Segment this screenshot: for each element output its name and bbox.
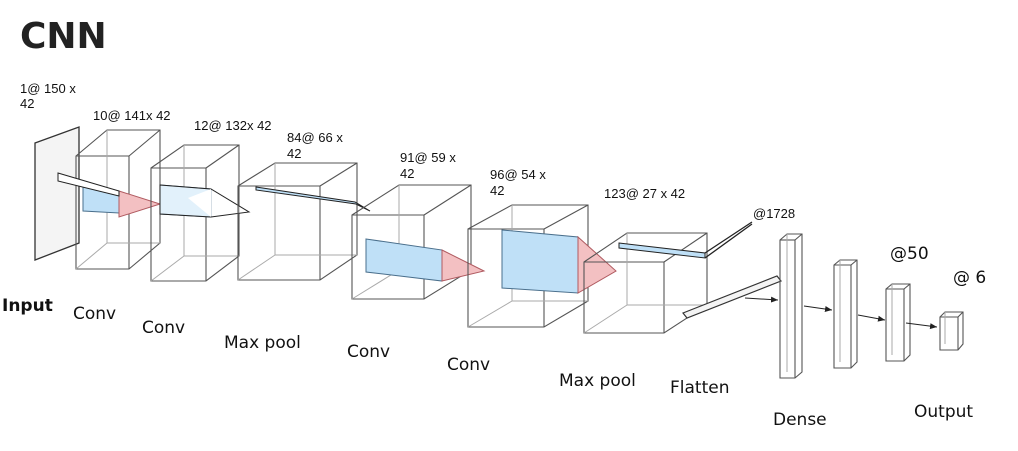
conv3-block: [351, 184, 486, 300]
dim-input-line2: 42: [20, 96, 34, 111]
pool2-block: [583, 221, 753, 334]
dim-flatten: @1728: [753, 206, 795, 221]
dim-conv4-line2: 42: [490, 183, 504, 198]
label-conv3: Conv: [347, 342, 390, 362]
dim-output: @ 6: [953, 268, 986, 288]
dense-block-2: [833, 259, 858, 369]
label-flatten: Flatten: [670, 378, 729, 398]
label-conv2: Conv: [142, 318, 185, 338]
conv1-block: [57, 129, 162, 270]
dense-arrow-1: [803, 305, 833, 312]
label-output: Output: [914, 402, 973, 422]
label-pool1: Max pool: [224, 333, 301, 353]
output-block: [939, 311, 964, 351]
label-dense: Dense: [773, 410, 827, 430]
label-pool2: Max pool: [559, 371, 636, 391]
label-conv1: Conv: [73, 304, 116, 324]
label-input: Input: [2, 296, 53, 316]
conv4-block: [467, 204, 617, 328]
label-conv4: Conv: [447, 355, 490, 375]
pool1-block: [237, 162, 371, 281]
dim-conv4-line1: 96@ 54 x: [490, 167, 546, 182]
dim-input-line1: 1@ 150 x: [20, 81, 76, 96]
dim-conv3-line1: 91@ 59 x: [400, 150, 456, 165]
dim-pool1-line1: 84@ 66 x: [287, 130, 343, 145]
flatten-bar: [682, 275, 782, 319]
dim-pool1-line2: 42: [287, 146, 301, 161]
dim-conv1: 10@ 141x 42: [93, 108, 171, 123]
dim-conv3-line2: 42: [400, 166, 414, 181]
dim-pool2: 123@ 27 x 42: [604, 186, 685, 201]
dim-dense: @50: [890, 244, 929, 264]
conv2-block: [150, 144, 251, 282]
output-arrow: [905, 322, 938, 330]
dense-block-3: [885, 283, 911, 362]
dim-conv2: 12@ 132x 42: [194, 118, 272, 133]
diagram-title: CNN: [20, 16, 107, 57]
input-layer: [34, 126, 80, 261]
dense-block-1: [779, 233, 803, 379]
dense-arrow-2: [857, 314, 886, 322]
